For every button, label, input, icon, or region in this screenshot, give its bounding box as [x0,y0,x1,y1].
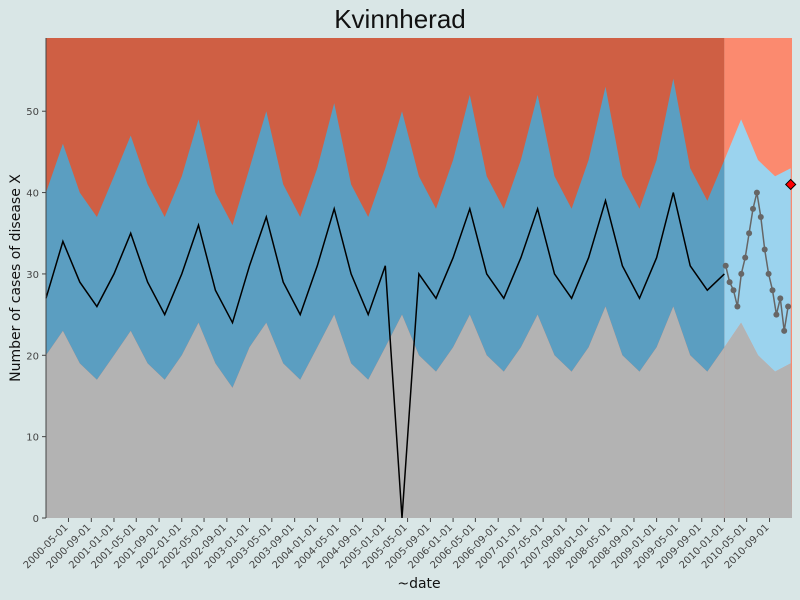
forecast-point [773,311,780,318]
observed-line [45,192,725,519]
y-tick-label: 50 [26,107,39,118]
chart-title: Kvinnherad [334,4,466,34]
x-axis-title: ~date [397,576,440,592]
forecast-point [742,254,749,261]
forecast-point [730,287,737,294]
forecast-point [750,205,757,212]
forecast-point [722,262,729,269]
forecast-point [769,287,776,294]
forecast-point [746,230,753,237]
y-axis-title: Number of cases of disease X [8,174,24,382]
y-tick-label: 10 [26,433,39,444]
alert-point [784,178,797,191]
y-tick-label: 20 [26,351,39,362]
forecast-point [781,327,788,334]
low-region [46,306,725,518]
forecast-point [777,295,784,302]
normal-band [46,78,725,388]
forecast-point [757,213,764,220]
forecast-point [761,246,768,253]
forecast-point [753,189,760,196]
forecast-point [738,270,745,277]
forecast-point [765,270,772,277]
forecast-low-region [724,322,792,518]
y-tick-label: 40 [26,189,39,200]
y-tick-label: 0 [33,514,39,525]
forecast-point [734,303,741,310]
forecast-normal-band [724,119,791,372]
forecast-point [785,303,792,310]
y-tick-label: 30 [26,270,39,281]
forecast-point [726,279,733,286]
